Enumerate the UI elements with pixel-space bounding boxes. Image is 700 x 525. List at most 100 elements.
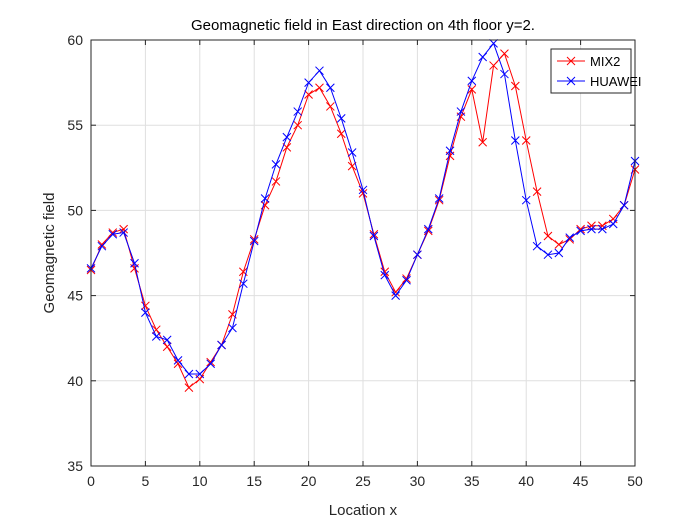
data-point-huawei: [130, 258, 139, 268]
data-point-huawei: [565, 233, 575, 243]
x-axis-title: Location x: [329, 502, 398, 519]
data-point-huawei: [445, 146, 455, 156]
data-point-huawei: [587, 224, 596, 234]
legend-label: HUAWEI: [590, 74, 642, 89]
x-tick-label: 50: [627, 473, 643, 489]
data-point-huawei: [326, 83, 335, 93]
data-point-huawei: [293, 107, 303, 116]
data-point-huawei: [467, 76, 477, 86]
data-point-huawei: [173, 355, 183, 365]
data-point-huawei: [108, 229, 118, 239]
data-point-mix2: [532, 187, 542, 197]
x-tick-label: 5: [142, 473, 150, 489]
legend-item-huawei: HUAWEI: [557, 74, 642, 89]
data-point-huawei: [532, 241, 542, 251]
data-point-huawei: [162, 335, 172, 345]
data-point-mix2: [108, 228, 118, 237]
legend-label: MIX2: [590, 54, 620, 69]
data-point-huawei: [238, 279, 248, 289]
series-huawei: [86, 39, 640, 379]
data-point-mix2: [510, 81, 520, 91]
y-tick-label: 40: [67, 373, 83, 389]
data-point-huawei: [228, 323, 237, 333]
data-point-mix2: [587, 221, 596, 231]
data-point-huawei: [434, 194, 444, 203]
data-point-huawei: [119, 228, 128, 237]
data-point-mix2: [500, 49, 509, 58]
data-point-mix2: [119, 224, 128, 234]
data-point-huawei: [369, 231, 379, 241]
data-point-mix2: [543, 231, 553, 241]
data-point-mix2: [402, 274, 411, 283]
chart-title: Geomagnetic field in East direction on 4…: [191, 17, 535, 34]
data-point-mix2: [97, 240, 107, 249]
data-point-huawei: [97, 241, 107, 251]
data-point-huawei: [489, 39, 498, 48]
data-point-huawei: [271, 160, 281, 169]
y-tick-label: 55: [67, 117, 83, 133]
x-tick-label: 45: [573, 473, 589, 489]
data-point-huawei: [315, 66, 324, 76]
legend-item-mix2: MIX2: [557, 54, 620, 69]
y-axis-title: Geomagnetic field: [41, 193, 58, 314]
data-point-mix2: [336, 129, 346, 139]
data-point-huawei: [282, 132, 292, 142]
data-point-huawei: [336, 114, 346, 123]
legend: MIX2 HUAWEI: [550, 48, 642, 94]
data-point-huawei: [380, 270, 390, 280]
data-point-huawei: [456, 107, 466, 116]
data-point-mix2: [434, 195, 444, 205]
data-point-huawei: [598, 224, 607, 234]
data-point-huawei: [510, 136, 520, 145]
data-point-huawei: [249, 236, 259, 246]
data-point-mix2: [293, 120, 303, 130]
data-point-mix2: [315, 83, 324, 93]
data-point-huawei: [576, 226, 585, 236]
data-point-huawei: [151, 332, 161, 341]
x-tick-label: 0: [87, 473, 95, 489]
data-point-huawei: [195, 369, 205, 379]
series-layer: [86, 39, 640, 392]
data-point-huawei: [554, 248, 564, 258]
data-point-mix2: [489, 61, 498, 70]
x-tick-label: 40: [518, 473, 534, 489]
data-point-mix2: [380, 267, 390, 277]
data-point-huawei: [260, 194, 270, 203]
data-point-mix2: [173, 359, 183, 369]
data-point-mix2: [554, 240, 564, 249]
data-point-huawei: [358, 185, 368, 195]
x-tick-label: 15: [246, 473, 262, 489]
data-point-huawei: [141, 308, 150, 317]
data-point-mix2: [576, 224, 585, 234]
y-tick-label: 50: [67, 202, 83, 218]
x-tick-label: 10: [192, 473, 208, 489]
data-point-huawei: [206, 359, 216, 369]
data-point-huawei: [217, 340, 226, 350]
data-point-huawei: [184, 369, 194, 379]
data-point-mix2: [141, 301, 150, 311]
data-point-huawei: [391, 291, 400, 300]
data-point-mix2: [358, 189, 368, 198]
data-point-mix2: [151, 325, 161, 335]
x-tick-label: 35: [464, 473, 480, 489]
axis-ticks: [90, 39, 636, 467]
data-point-mix2: [304, 90, 313, 99]
data-point-mix2: [271, 177, 281, 186]
data-point-huawei: [304, 78, 313, 87]
x-tick-label: 30: [410, 473, 426, 489]
data-point-huawei: [543, 250, 553, 260]
y-tick-label: 35: [67, 458, 83, 474]
data-point-mix2: [467, 85, 477, 94]
legend-box: [550, 48, 632, 94]
data-point-mix2: [326, 102, 335, 111]
data-point-mix2: [521, 136, 531, 145]
data-point-huawei: [423, 224, 433, 234]
tick-labels: 0 5 10 15 20 25 30 35 40 45 50 35 40 45 50 55 60: [67, 32, 643, 489]
data-point-huawei: [402, 275, 411, 285]
x-tick-label: 20: [301, 473, 317, 489]
data-point-huawei: [619, 200, 629, 210]
data-point-mix2: [478, 137, 488, 147]
data-point-huawei: [478, 52, 488, 62]
